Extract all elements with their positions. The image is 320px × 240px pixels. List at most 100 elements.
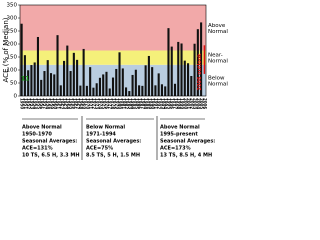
bar [128,91,131,96]
x-tick-label: 1987 [140,98,145,109]
x-tick-label: 1994 [163,98,168,109]
bar [111,77,115,96]
period-text: 1971-1994 [86,132,116,138]
bar [30,65,33,96]
x-tick-label: 1993 [160,98,165,109]
x-tick-label: 1977 [108,98,113,109]
x-tick-label: 1964 [65,98,70,109]
bar [59,85,62,96]
x-tick-label: 1957 [42,98,47,109]
x-tick-label: 1971 [88,98,93,109]
x-tick-label: 2006 [202,98,207,109]
x-tick-label: 1984 [131,98,136,109]
bar [196,29,199,96]
x-tick-label: 1960 [52,98,57,109]
period-text: ACE=173% [160,146,191,152]
bar [180,43,183,96]
x-tick-label: 1968 [78,98,83,109]
bar [66,45,69,96]
x-tick-label: 2001 [186,98,191,109]
x-tick-label: 1974 [98,98,103,109]
period-text: Below Normal [86,125,125,131]
period-text: ACE=131% [22,146,53,152]
x-tick-label: 1952 [26,98,31,109]
bar [154,85,157,96]
bar [76,59,79,96]
bar [43,71,46,96]
y-tick-label: 0 [14,94,18,100]
bar [82,48,85,96]
x-tick-label: 1990 [150,98,155,109]
x-tick-label: 1973 [95,98,100,109]
x-tick-label: 1988 [144,98,149,109]
bar [134,69,137,96]
x-tick-label: 1991 [153,98,158,109]
bar [102,74,105,96]
x-tick-label: 1998 [176,98,181,109]
y-tick-label: 300 [7,16,18,22]
x-tick-label: 1996 [170,98,175,109]
bar [144,65,147,96]
x-tick-label: 1999 [180,98,185,109]
x-tick-label: 1953 [29,98,34,109]
x-tick-label: 2000 [183,98,188,109]
bar [183,60,186,96]
period-text: Seasonal Averages: [86,139,141,145]
bar [200,22,203,97]
bar [56,35,59,96]
bar [177,41,180,96]
bar [23,55,26,96]
y-tick-label: 50 [10,81,17,87]
period-text: 8.5 TS, 5 H, 1.5 MH [86,153,140,159]
bar [63,60,66,96]
x-tick-label: 1975 [101,98,106,109]
bar [72,52,75,96]
band [20,5,206,51]
bar [138,85,141,96]
bar [131,74,134,96]
bar [36,36,39,96]
bar [20,23,23,96]
x-tick-label: 1955 [36,98,41,109]
axis-frame [19,4,207,97]
x-tick-label: 1967 [75,98,80,109]
x-tick-label: 1985 [134,98,139,109]
period-text: 1950-1970 [22,132,52,138]
y-tick-label: 350 [7,3,18,9]
x-tick-label: 1980 [118,98,123,109]
x-tick-label: 1989 [147,98,152,109]
y-tick-label: 150 [7,55,18,61]
bar [69,71,72,96]
x-tick-label: 2005 [199,98,204,109]
x-tick-label: 1969 [82,98,87,109]
bar [141,85,144,96]
bar [151,67,154,96]
period-arrows [22,116,205,160]
bar [121,68,124,96]
bar [157,73,160,96]
bar [115,68,118,96]
x-tick-label: 1982 [124,98,129,109]
band-label: Below Normal [208,75,228,87]
bar [79,85,82,96]
bar [170,46,173,96]
bar [27,70,30,96]
x-tick-label: 1961 [56,98,61,109]
period-text: 13 TS, 8.5 H, 4 MH [160,153,212,159]
x-tick-label: 1963 [62,98,67,109]
period-text: 1995-present [160,132,198,138]
y-axis-label: ACE (% of Median) [2,17,10,82]
period-text: Seasonal Averages: [22,139,77,145]
period-text: Seasonal Averages: [160,139,215,145]
x-tick-label: 1979 [114,98,119,109]
x-tick-label: 1959 [49,98,54,109]
x-tick-label: 2004 [196,98,201,109]
bar [85,85,88,96]
period-text: ACE=75% [86,146,113,152]
bar [98,77,101,96]
bar [53,74,56,96]
bar [164,86,167,96]
bar [187,63,190,96]
x-tick-label: 1986 [137,98,142,109]
bar [167,28,170,96]
